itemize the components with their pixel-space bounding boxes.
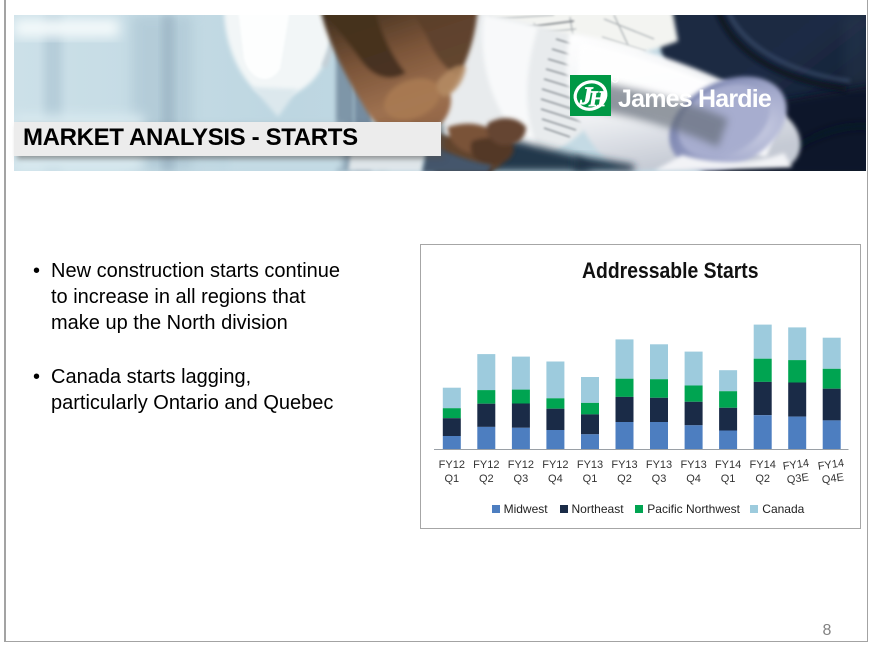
svg-text:H: H — [588, 86, 607, 111]
svg-text:R: R — [613, 77, 617, 83]
svg-text:J: J — [579, 83, 594, 110]
svg-text:James Hardie: James Hardie — [618, 85, 772, 113]
